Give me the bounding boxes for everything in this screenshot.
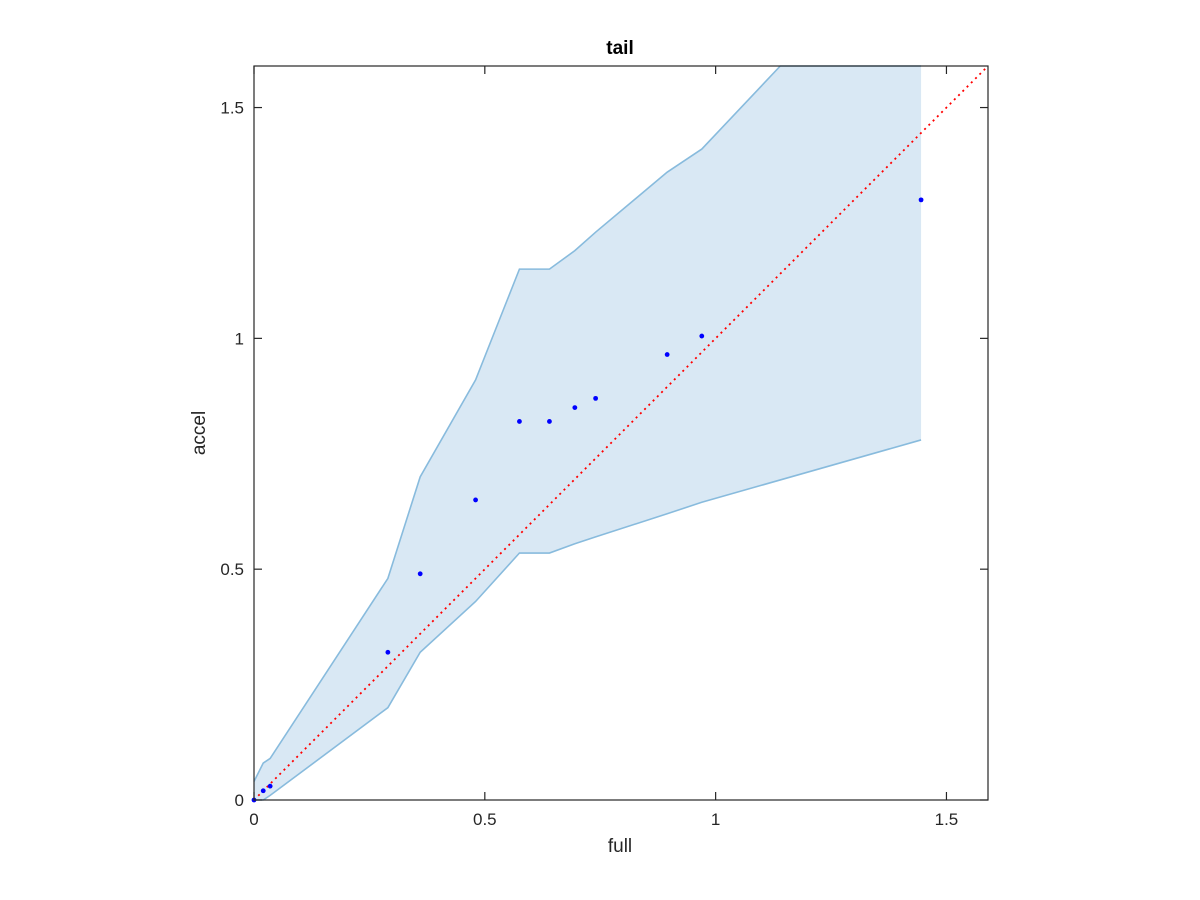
reference-line-y-equals-x (253, 65, 989, 801)
confidence-band-lower-edge (254, 439, 922, 801)
reference-line-layer (253, 65, 989, 801)
axes-layer (253, 65, 989, 801)
y-axis-label: accel (189, 411, 210, 455)
data-point (572, 405, 578, 411)
y-tick-label: 1.5 (220, 99, 244, 118)
data-point (547, 419, 552, 424)
x-tick-label: 0.5 (473, 810, 497, 829)
data-point (417, 571, 423, 577)
data-points-layer (251, 197, 924, 803)
data-point (473, 497, 478, 503)
data-point (260, 788, 266, 794)
data-point (517, 419, 522, 424)
chart-title: tail (606, 38, 633, 59)
data-point (918, 197, 924, 203)
y-tick-label: 0 (235, 791, 244, 810)
confidence-band-layer (253, 65, 922, 801)
data-point (385, 649, 391, 655)
x-axis-label: full (608, 836, 632, 857)
y-tick-label: 1 (235, 329, 244, 348)
plot-area-frame (253, 65, 989, 801)
y-tick-label: 0.5 (220, 560, 244, 579)
x-tick-label: 1.5 (935, 810, 959, 829)
x-tick-label: 1 (711, 810, 720, 829)
data-point (267, 783, 273, 789)
data-point (699, 333, 705, 339)
x-tick-label: 0 (249, 810, 258, 829)
confidence-band-fill (254, 66, 922, 800)
ticks-layer: 0 0.5 1 1.5 0 0.5 1 1.5 (220, 66, 988, 829)
confidence-band-upper-edge (253, 65, 922, 782)
data-point (664, 352, 670, 357)
data-point (593, 395, 599, 401)
